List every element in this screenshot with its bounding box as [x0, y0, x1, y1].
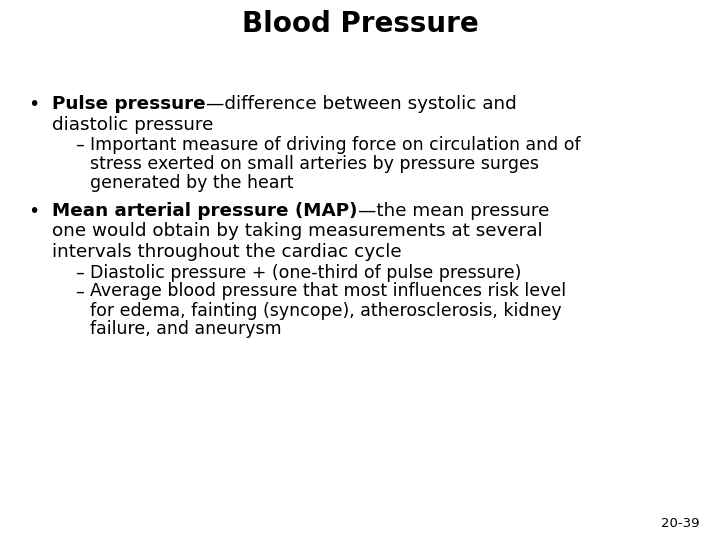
- Text: Mean arterial pressure (MAP): Mean arterial pressure (MAP): [52, 202, 358, 220]
- Text: —difference between systolic and: —difference between systolic and: [206, 95, 516, 113]
- Text: 20-39: 20-39: [662, 517, 700, 530]
- Text: Blood Pressure: Blood Pressure: [242, 10, 478, 38]
- Text: Diastolic pressure + (one-third of pulse pressure): Diastolic pressure + (one-third of pulse…: [90, 264, 521, 281]
- Text: diastolic pressure: diastolic pressure: [52, 116, 213, 133]
- Text: one would obtain by taking measurements at several: one would obtain by taking measurements …: [52, 222, 543, 240]
- Text: –: –: [75, 282, 84, 300]
- Text: intervals throughout the cardiac cycle: intervals throughout the cardiac cycle: [52, 243, 402, 261]
- Text: Average blood pressure that most influences risk level: Average blood pressure that most influen…: [90, 282, 566, 300]
- Text: Important measure of driving force on circulation and of: Important measure of driving force on ci…: [90, 136, 580, 154]
- Text: for edema, fainting (syncope), atherosclerosis, kidney: for edema, fainting (syncope), atheroscl…: [90, 301, 562, 320]
- Text: –: –: [75, 136, 84, 154]
- Text: •: •: [28, 202, 40, 221]
- Text: failure, and aneurysm: failure, and aneurysm: [90, 321, 282, 339]
- Text: generated by the heart: generated by the heart: [90, 174, 294, 192]
- Text: –: –: [75, 264, 84, 281]
- Text: •: •: [28, 95, 40, 114]
- Text: stress exerted on small arteries by pressure surges: stress exerted on small arteries by pres…: [90, 155, 539, 173]
- Text: —the mean pressure: —the mean pressure: [358, 202, 549, 220]
- Text: Pulse pressure: Pulse pressure: [52, 95, 206, 113]
